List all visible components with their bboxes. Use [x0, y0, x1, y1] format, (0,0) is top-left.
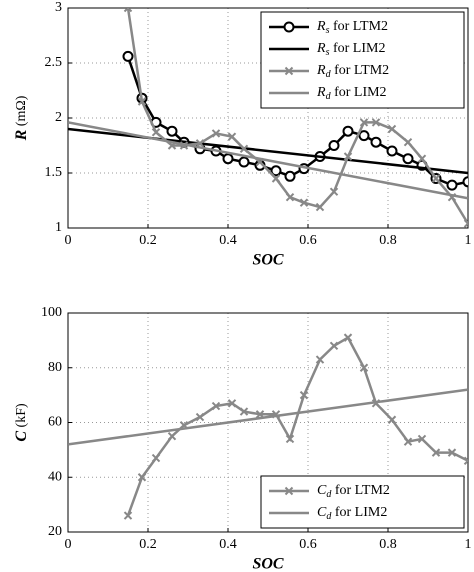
plot-area	[68, 333, 468, 520]
y-axis-label: C (kF)	[13, 403, 30, 442]
marker	[222, 153, 234, 165]
legend-label: Cd for LTM2	[317, 483, 390, 500]
marker	[137, 473, 147, 482]
legend-label: Rs for LIM2	[316, 41, 385, 58]
marker	[402, 153, 414, 165]
marker	[446, 179, 458, 191]
marker	[137, 97, 147, 106]
y-tick-label: 20	[48, 524, 62, 539]
marker	[211, 401, 221, 411]
axes-frame	[67, 7, 469, 229]
marker	[166, 125, 178, 137]
marker	[417, 154, 427, 163]
marker	[403, 437, 413, 446]
y-tick-label: 1	[55, 220, 62, 235]
marker	[315, 355, 325, 364]
marker	[462, 176, 468, 188]
marker	[359, 363, 369, 372]
legend-label: Rd for LIM2	[316, 85, 387, 102]
x-tick-label: 0.4	[219, 537, 237, 552]
marker	[387, 124, 397, 134]
x-tick-label: 0.8	[379, 233, 397, 248]
y-tick-label: 80	[48, 360, 62, 375]
y-tick-label: 2.5	[45, 55, 63, 70]
legend-box	[260, 475, 465, 529]
marker	[122, 50, 134, 62]
legend-label: Cd for LIM2	[317, 505, 387, 522]
marker	[299, 198, 309, 207]
axes-frame	[67, 312, 469, 533]
marker	[370, 136, 382, 148]
marker	[284, 486, 294, 496]
marker	[284, 66, 294, 76]
marker	[151, 128, 161, 137]
marker	[271, 174, 281, 183]
y-tick-label: 40	[48, 469, 62, 484]
marker	[239, 144, 249, 154]
y-tick-label: 2	[55, 110, 62, 125]
marker	[211, 129, 221, 138]
marker	[284, 170, 296, 182]
x-tick-label: 0.8	[379, 537, 397, 552]
x-axis-label: SOC	[252, 252, 283, 269]
marker	[431, 448, 441, 457]
x-tick-label: 1	[465, 537, 472, 552]
y-tick-label: 1.5	[45, 165, 63, 180]
x-tick-label: 0.4	[219, 233, 237, 248]
marker	[299, 390, 309, 400]
y-tick-label: 100	[41, 305, 62, 320]
series-line	[68, 121, 468, 200]
x-tick-label: 0.6	[299, 233, 317, 248]
marker	[403, 137, 413, 147]
legend-label: Rs for LTM2	[316, 19, 388, 36]
marker	[195, 139, 205, 148]
marker	[238, 156, 250, 168]
marker	[123, 511, 133, 520]
marker	[283, 21, 295, 33]
marker	[151, 453, 161, 463]
marker	[123, 8, 133, 13]
marker	[285, 192, 295, 202]
marker	[328, 140, 340, 151]
x-tick-label: 0	[65, 537, 72, 552]
marker	[447, 448, 457, 457]
x-axis-label: SOC	[252, 556, 283, 572]
marker	[463, 219, 468, 228]
x-tick-label: 0.2	[139, 537, 157, 552]
marker	[358, 130, 370, 142]
marker	[270, 165, 282, 177]
marker	[167, 431, 177, 441]
marker	[227, 132, 237, 141]
marker	[343, 333, 353, 342]
marker	[227, 399, 237, 408]
legend-label: Rd for LTM2	[316, 63, 389, 80]
marker	[463, 456, 468, 466]
marker	[315, 202, 325, 212]
marker	[431, 174, 441, 183]
plot-area	[68, 8, 468, 228]
series-line	[68, 127, 468, 175]
marker	[359, 118, 369, 127]
marker	[371, 118, 381, 127]
x-tick-label: 0.2	[139, 233, 157, 248]
series-line	[68, 388, 468, 446]
marker	[417, 434, 427, 444]
marker	[343, 152, 353, 161]
marker	[239, 407, 249, 416]
marker	[195, 412, 205, 422]
y-tick-label: 3	[55, 0, 62, 15]
y-tick-label: 60	[48, 415, 62, 430]
x-tick-label: 1	[465, 233, 472, 248]
marker	[342, 125, 354, 137]
x-tick-label: 0	[65, 233, 72, 248]
marker	[285, 434, 295, 444]
marker	[329, 341, 339, 351]
x-tick-label: 0.6	[299, 537, 317, 552]
y-axis-label: R (mΩ)	[13, 95, 30, 141]
marker	[386, 145, 398, 157]
marker	[329, 187, 339, 196]
marker	[387, 415, 397, 424]
